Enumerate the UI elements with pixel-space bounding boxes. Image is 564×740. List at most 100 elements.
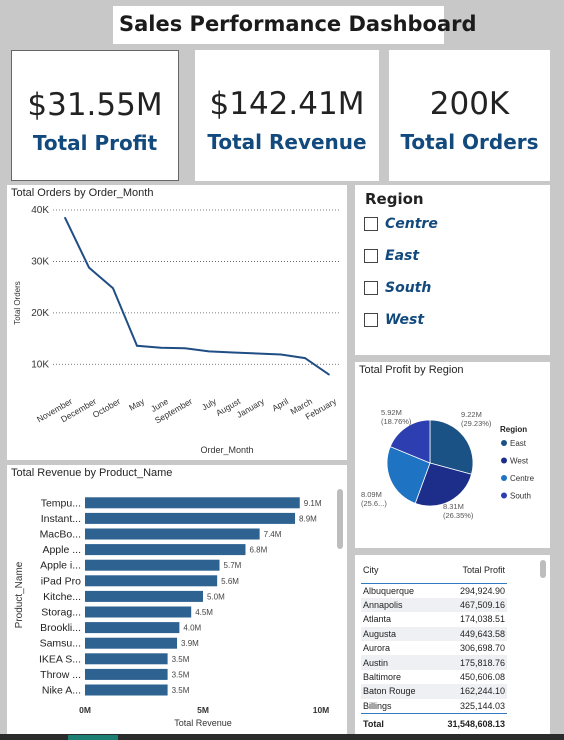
data-label: 3.5M: [172, 686, 190, 695]
cell-city: Augusta: [361, 626, 431, 642]
kpi-value: $142.41M: [209, 86, 365, 122]
table-row[interactable]: Augusta 449,643.58: [361, 626, 507, 642]
column-header-total-profit[interactable]: Total Profit: [430, 563, 507, 584]
column-header-city[interactable]: City: [361, 563, 431, 584]
data-label: 4.5M: [195, 608, 213, 617]
legend-marker: [501, 475, 507, 481]
data-point: [184, 347, 186, 350]
table-row[interactable]: Atlanta 174,038.51: [361, 612, 507, 626]
category-label: Apple i...: [40, 560, 81, 572]
category-label: Apple ...: [42, 544, 81, 556]
table-row[interactable]: Albuquerque 294,924.90: [361, 584, 507, 598]
kpi-card-total-orders[interactable]: 200K Total Orders: [389, 50, 550, 181]
y-tick-label: 20K: [31, 308, 49, 319]
category-label: IKEA S...: [39, 653, 81, 665]
kpi-value: $31.55M: [27, 87, 163, 123]
legend-label: South: [510, 492, 531, 501]
data-label: 9.1M: [304, 499, 322, 508]
cell-profit: 162,244.10: [430, 684, 507, 699]
bar: [85, 606, 192, 618]
x-tick-label: 10M: [313, 705, 330, 715]
cell-city: Billings: [363, 700, 392, 711]
active-page-tab[interactable]: [68, 735, 118, 740]
table-row[interactable]: Billings 325,144.03: [361, 699, 507, 713]
x-axis-label: Order_Month: [200, 445, 253, 455]
slicer-option-east[interactable]: East: [364, 247, 419, 265]
bar-chart[interactable]: Tempu... 9.1M Instant... 8.9M MacBo... 7.4M Ap…: [7, 465, 347, 735]
legend-marker: [501, 440, 507, 446]
bar: [85, 497, 300, 509]
region-slicer[interactable]: Region Centre East South West: [355, 185, 550, 355]
bar-chart-scrollbar[interactable]: [337, 489, 343, 549]
cell-city: Austin: [361, 655, 431, 670]
category-label: Nike A...: [42, 685, 81, 697]
data-label: 8.31M: [443, 502, 464, 511]
category-label: iPad Pro: [41, 575, 81, 587]
table-row[interactable]: Baton Rouge 162,244.10: [361, 684, 507, 699]
checkbox[interactable]: [364, 249, 378, 263]
slicer-option-centre[interactable]: Centre: [364, 215, 438, 233]
kpi-card-total-profit[interactable]: $31.55M Total Profit: [11, 50, 179, 181]
data-label: (18.76%): [381, 417, 412, 426]
data-label: 3.9M: [181, 639, 199, 648]
cell-city: Aurora: [363, 643, 391, 654]
data-point: [232, 351, 234, 354]
data-label: 8.9M: [299, 514, 317, 523]
table-row[interactable]: Aurora 306,698.70: [361, 641, 507, 655]
y-tick-label: 10K: [31, 359, 49, 370]
legend-label: East: [510, 439, 527, 448]
table-row[interactable]: Austin 175,818.76: [361, 655, 507, 670]
pie-chart[interactable]: 9.22M(29.23%) 8.31M(26.35%) 8.09M(25.6...)…: [355, 362, 550, 548]
pie-slice: [389, 419, 431, 464]
cell-city: Albuquerque: [363, 585, 415, 596]
pie-chart-panel[interactable]: Total Profit by Region 9.22M (29.23%) 8.31…: [355, 362, 550, 548]
page-tab-strip: [0, 734, 564, 740]
cell-profit: 294,924.90: [459, 585, 505, 596]
data-label: 3.5M: [172, 655, 190, 664]
legend-label: Centre: [510, 474, 535, 483]
checkbox[interactable]: [364, 217, 378, 231]
city-table-panel[interactable]: City Total Profit Albuquerque 294,924.90 …: [355, 555, 550, 735]
y-axis-label: Total Orders: [13, 281, 22, 325]
category-label: Instant...: [41, 513, 81, 525]
city-table: City Total Profit Albuquerque 294,924.90 …: [361, 563, 507, 730]
data-point: [304, 357, 306, 359]
table-row[interactable]: Baltimore 450,606.08: [361, 670, 507, 684]
kpi-card-total-revenue[interactable]: $142.41M Total Revenue: [195, 50, 379, 181]
bar-chart-panel[interactable]: Total Revenue by Product_Name Tempu... 9.…: [7, 465, 347, 735]
cell-city: Baton Rouge: [361, 684, 431, 699]
line-chart-panel[interactable]: Total Orders by Order_Month 10K 20K 30K 40K…: [7, 185, 347, 460]
bar-chart-title: Total Revenue by Product_Name: [11, 467, 173, 479]
bar: [85, 684, 168, 696]
bar: [85, 622, 180, 634]
kpi-label: Total Profit: [32, 131, 158, 155]
checkbox[interactable]: [364, 281, 378, 295]
checkbox[interactable]: [364, 313, 378, 327]
data-point: [208, 350, 210, 353]
cell-profit: 449,643.58: [430, 626, 507, 642]
cell-profit: 306,698.70: [459, 643, 505, 654]
slicer-option-west[interactable]: West: [364, 311, 424, 329]
data-label: (26.35%): [443, 511, 474, 520]
table-scrollbar[interactable]: [540, 560, 546, 578]
kpi-label: Total Revenue: [207, 130, 367, 154]
series-line: [64, 217, 330, 376]
y-tick-label: 40K: [31, 205, 49, 216]
x-axis-label: Total Revenue: [174, 718, 232, 728]
data-point: [88, 266, 90, 269]
slicer-option-south[interactable]: South: [364, 279, 431, 297]
y-tick-label: 30K: [31, 256, 49, 267]
slicer-title: Region: [365, 190, 424, 208]
category-label: Throw ...: [40, 669, 81, 681]
cell-profit: 467,509.16: [430, 597, 507, 613]
kpi-value: 200K: [429, 86, 510, 122]
x-tick-label: May: [127, 396, 147, 413]
x-tick-label: October: [91, 396, 122, 420]
cell-profit: 450,606.08: [459, 672, 505, 683]
table-row[interactable]: Annapolis 467,509.16: [361, 597, 507, 613]
data-point: [160, 347, 162, 349]
y-axis-label: Product_Name: [14, 561, 25, 628]
data-point: [136, 344, 138, 347]
data-point: [280, 353, 282, 356]
